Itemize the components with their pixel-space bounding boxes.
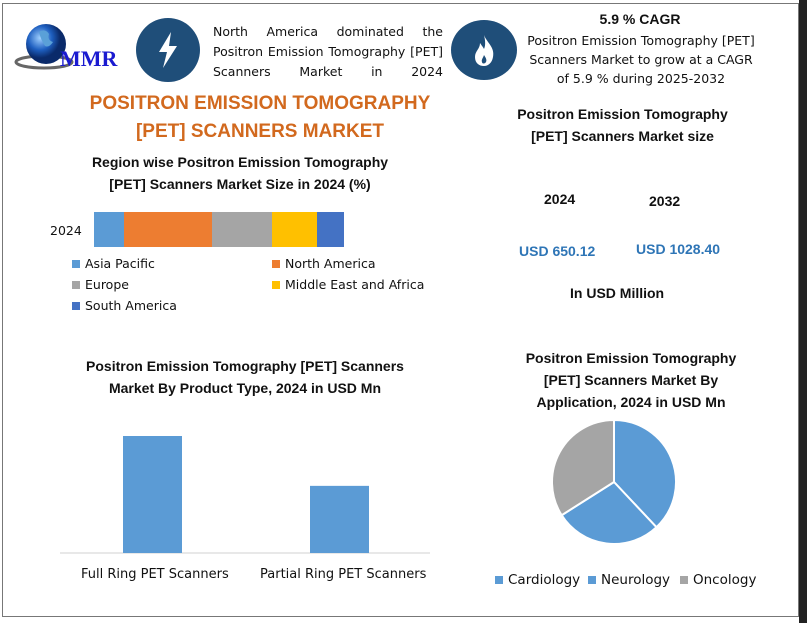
bar-segment-asia-pacific [94,212,124,247]
product-chart-title: Positron Emission Tomography [PET] Scann… [86,358,404,396]
cagr-text: Positron Emission Tomography [PET] Scann… [527,33,755,86]
pie-slice-oncology [551,418,615,517]
logo-text: MMR [60,46,118,71]
legend-item: Europe [72,277,129,292]
year-2032: 2032 [649,193,681,209]
legend-swatch [272,259,280,268]
legend-item: South America [72,298,177,313]
stacked-bar [94,212,344,247]
legend-swatch [72,301,80,310]
x-tick-label: Partial Ring PET Scanners [260,567,427,582]
legend-swatch [495,576,503,584]
bar [310,485,369,553]
value-2024: USD 650.12 [519,243,596,259]
region-chart-title: Region wise Positron Emission Tomography… [91,154,389,192]
legend-label: Cardiology [508,572,581,588]
legend-item: Middle East and Africa [272,277,424,292]
legend-swatch [72,259,80,268]
legend-item: Neurology [588,572,670,588]
legend-label: Europe [85,277,129,292]
legend-label: Oncology [693,572,757,588]
infographic-frame [2,3,799,617]
legend-label: South America [85,298,177,313]
bar-segment-north-america [124,212,212,247]
bar-segment-europe [211,212,272,247]
legend-item: Cardiology [495,572,580,588]
cagr-title: 5.9 % CAGR [599,11,681,27]
legend-item: Oncology [680,572,756,588]
application-chart-title: Positron Emission Tomography [PET] Scann… [525,350,737,410]
legend-label: Asia Pacific [85,256,155,271]
legend-item: North America [272,256,376,271]
bar [123,436,182,553]
pie-slice-cardiology [613,418,677,529]
region-note: North America dominated the Positron Emi… [213,24,443,79]
product-bar-chart [60,436,430,554]
bar-segment-middle-east-and-africa [271,212,317,247]
window-edge [799,0,807,623]
market-size-title: Positron Emission Tomography [PET] Scann… [517,106,728,144]
year-2024: 2024 [544,191,576,207]
legend-item: Asia Pacific [72,256,155,271]
legend-swatch [272,280,280,289]
mmr-logo: MMR [14,18,129,76]
pie-slice-neurology [560,480,658,545]
unit-label: In USD Million [570,285,665,301]
flame-icon [451,20,517,80]
legend-swatch [680,576,688,584]
legend-swatch [588,576,596,584]
legend-swatch [72,280,80,289]
legend-label: Middle East and Africa [285,277,425,292]
category-label: 2024 [50,223,82,238]
bar-segment-south-america [316,212,344,247]
application-pie-chart [551,418,677,545]
lightning-icon [136,18,200,82]
value-2032: USD 1028.40 [636,241,721,257]
globe-icon [14,24,74,70]
x-tick-label: Full Ring PET Scanners [81,567,229,582]
legend-label: North America [285,256,376,271]
legend-label: Neurology [601,572,671,588]
page-title: POSITRON EMISSION TOMOGRAPHY [PET] SCANN… [89,93,431,142]
